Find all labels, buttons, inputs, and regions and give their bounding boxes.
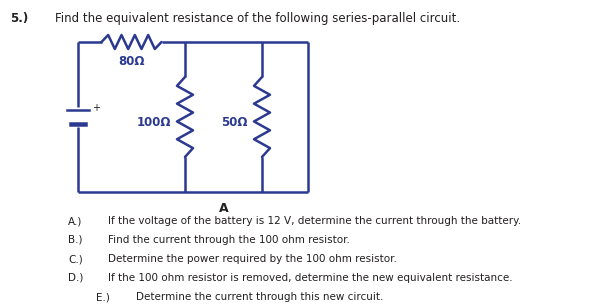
Text: Determine the current through this new circuit.: Determine the current through this new c…: [136, 292, 383, 302]
Text: Find the equivalent resistance of the following series-parallel circuit.: Find the equivalent resistance of the fo…: [55, 12, 460, 25]
Text: A: A: [219, 202, 228, 215]
Text: If the 100 ohm resistor is removed, determine the new equivalent resistance.: If the 100 ohm resistor is removed, dete…: [108, 273, 513, 283]
Text: 50Ω: 50Ω: [222, 115, 248, 129]
Text: D.): D.): [68, 273, 83, 283]
Text: If the voltage of the battery is 12 V, determine the current through the battery: If the voltage of the battery is 12 V, d…: [108, 216, 521, 226]
Text: Find the current through the 100 ohm resistor.: Find the current through the 100 ohm res…: [108, 235, 350, 245]
Text: C.): C.): [68, 254, 83, 264]
Text: A.): A.): [68, 216, 83, 226]
Text: Determine the power required by the 100 ohm resistor.: Determine the power required by the 100 …: [108, 254, 397, 264]
Text: 80Ω: 80Ω: [118, 55, 145, 68]
Text: B.): B.): [68, 235, 83, 245]
Text: E.): E.): [96, 292, 110, 302]
Text: +: +: [92, 103, 100, 113]
Text: 5.): 5.): [10, 12, 28, 25]
Text: 100Ω: 100Ω: [137, 115, 171, 129]
